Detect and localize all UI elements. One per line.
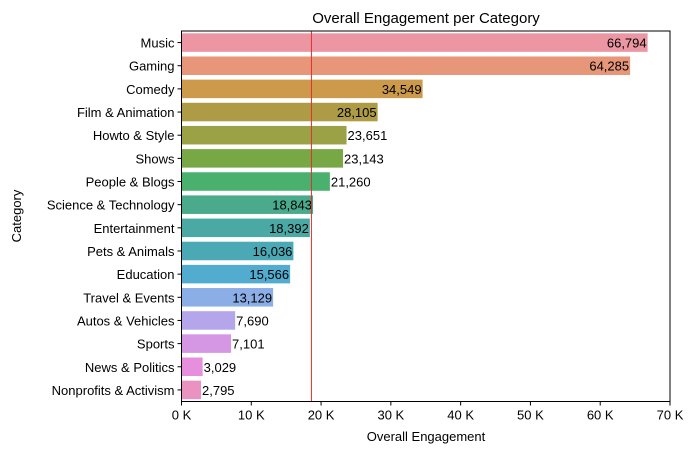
data-label: 7,101 bbox=[232, 337, 265, 352]
data-label: 3,029 bbox=[204, 360, 237, 375]
y-axis-label: Category bbox=[9, 189, 24, 242]
x-tick-label: 70 K bbox=[657, 408, 684, 423]
data-label: 64,285 bbox=[589, 59, 629, 74]
x-tick-label: 30 K bbox=[377, 408, 404, 423]
data-label: 66,794 bbox=[607, 36, 647, 51]
bar bbox=[181, 218, 310, 238]
data-label: 13,129 bbox=[232, 290, 272, 305]
data-label: 18,843 bbox=[272, 198, 312, 213]
bar bbox=[181, 79, 423, 99]
bar bbox=[181, 311, 236, 330]
bar bbox=[181, 172, 330, 191]
y-tick-label: Sports bbox=[137, 337, 175, 352]
y-tick-label: Entertainment bbox=[94, 221, 175, 236]
y-tick-label: News & Politics bbox=[85, 360, 175, 375]
bar bbox=[181, 334, 232, 353]
data-label: 16,036 bbox=[253, 244, 293, 259]
bar bbox=[181, 56, 631, 75]
x-tick-label: 10 K bbox=[238, 408, 265, 423]
x-tick-label: 60 K bbox=[587, 408, 614, 423]
data-label: 28,105 bbox=[337, 105, 377, 120]
y-tick-label: Shows bbox=[135, 151, 175, 166]
data-label: 23,143 bbox=[344, 151, 384, 166]
y-tick-label: Pets & Animals bbox=[87, 244, 175, 259]
x-tick-label: 20 K bbox=[308, 408, 335, 423]
x-tick-label: 50 K bbox=[517, 408, 544, 423]
x-axis-label: Overall Engagement bbox=[367, 429, 486, 444]
x-tick-label: 0 K bbox=[172, 408, 192, 423]
y-tick-label: People & Blogs bbox=[86, 175, 175, 190]
y-tick-label: Travel & Events bbox=[83, 290, 175, 305]
y-tick-label: Gaming bbox=[129, 59, 175, 74]
x-tick-label: 40 K bbox=[447, 408, 474, 423]
data-label: 7,690 bbox=[236, 313, 269, 328]
data-label: 15,566 bbox=[249, 267, 289, 282]
data-label: 18,392 bbox=[269, 221, 309, 236]
data-label: 21,260 bbox=[331, 175, 371, 190]
data-label: 23,651 bbox=[348, 128, 388, 143]
y-tick-label: Comedy bbox=[126, 82, 175, 97]
bar bbox=[181, 33, 648, 52]
data-label: 2,795 bbox=[202, 383, 235, 398]
y-tick-label: Film & Animation bbox=[77, 105, 175, 120]
y-tick-label: Autos & Vehicles bbox=[77, 313, 175, 328]
y-tick-label: Music bbox=[141, 36, 175, 51]
bar bbox=[181, 195, 313, 214]
data-label: 34,549 bbox=[382, 82, 422, 97]
bar bbox=[181, 102, 378, 122]
y-tick-label: Howto & Style bbox=[93, 128, 175, 143]
y-tick-label: Science & Technology bbox=[47, 198, 175, 213]
chart-title: Overall Engagement per Category bbox=[312, 10, 540, 27]
plot-frame bbox=[181, 30, 671, 402]
bar bbox=[181, 357, 203, 377]
bar bbox=[181, 380, 202, 400]
bar bbox=[181, 241, 294, 261]
bar bbox=[181, 288, 274, 307]
y-tick-label: Education bbox=[117, 267, 175, 282]
bar bbox=[181, 125, 347, 145]
bar bbox=[181, 264, 291, 284]
bar bbox=[181, 149, 344, 168]
y-tick-label: Nonprofits & Activism bbox=[52, 383, 175, 398]
